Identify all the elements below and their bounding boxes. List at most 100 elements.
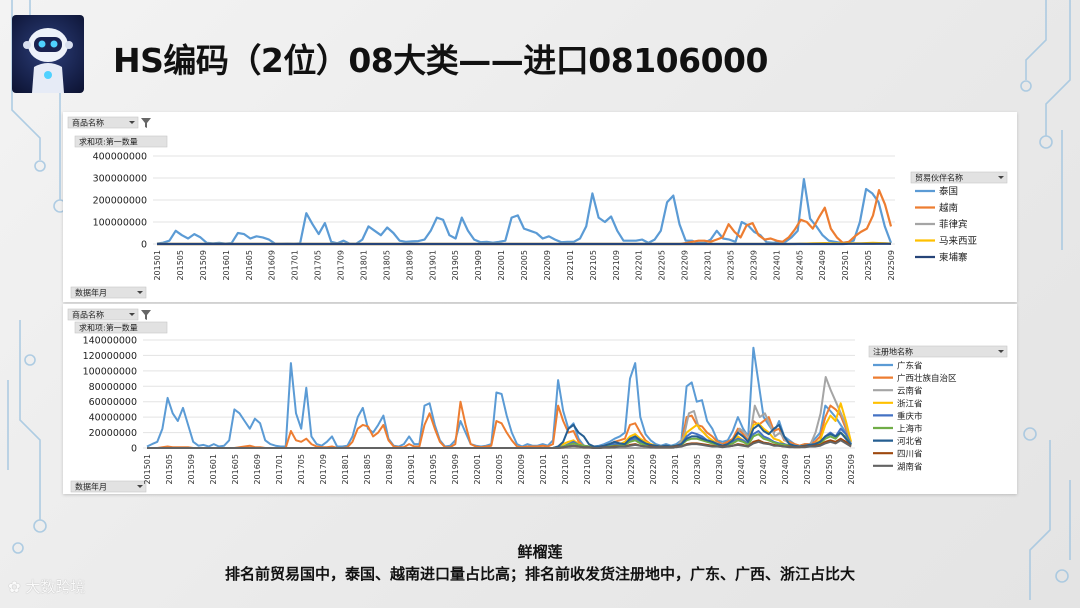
x-tick-label: 202409 <box>781 454 790 485</box>
y-tick-label: 100000000 <box>93 218 147 229</box>
axis-field-chip-label: 数据年月 <box>75 288 107 298</box>
legend-title: 注册地名称 <box>873 347 913 357</box>
x-tick-label: 201805 <box>382 250 391 281</box>
x-tick-label: 201605 <box>231 454 240 485</box>
x-tick-label: 201601 <box>222 250 231 281</box>
x-tick-label: 202505 <box>864 250 873 281</box>
legend-item: 广西壮族自治区 <box>897 373 957 384</box>
filter-field-chip[interactable]: 商品名称 <box>67 308 151 321</box>
legend-item: 上海市 <box>897 424 923 435</box>
x-tick-label: 202401 <box>737 454 746 485</box>
y-tick-label: 20000000 <box>89 428 137 439</box>
chevron-down-icon <box>998 350 1004 353</box>
filter-field-chip-label: 商品名称 <box>72 118 104 128</box>
legend-item: 湖南省 <box>897 461 923 472</box>
chevron-down-icon <box>137 291 143 294</box>
chevron-down-icon <box>129 313 135 316</box>
filter-icon <box>141 310 151 320</box>
axis-field-chip[interactable]: 数据年月 <box>70 286 147 299</box>
x-tick-label: 201505 <box>165 454 174 485</box>
x-tick-label: 201501 <box>153 250 162 281</box>
x-tick-label: 202509 <box>847 454 856 485</box>
legend-item: 四川省 <box>897 449 923 460</box>
x-tick-label: 202101 <box>566 250 575 281</box>
x-tick-label: 201905 <box>451 250 460 281</box>
y-tick-label: 140000000 <box>83 336 137 347</box>
legend-item: 河北省 <box>897 436 923 447</box>
chart-panel-partners: 商品名称 求和项:第一数量 数据年月 400000000 300000000 200000… <box>63 112 1017 302</box>
filter-field-chip[interactable]: 商品名称 <box>67 116 151 129</box>
x-tick-label: 202409 <box>818 250 827 281</box>
x-tick-label: 201809 <box>385 454 394 485</box>
legend-item: 浙江省 <box>897 398 923 409</box>
x-tick-label: 202105 <box>561 454 570 485</box>
x-tick-label: 202505 <box>825 454 834 485</box>
x-tick-label: 202001 <box>497 250 506 281</box>
x-tick-label: 202405 <box>759 454 768 485</box>
x-tick-label: 202301 <box>671 454 680 485</box>
x-tick-label: 201609 <box>268 250 277 281</box>
x-tick-label: 201805 <box>363 454 372 485</box>
caption-product: 鲜榴莲 <box>517 543 563 561</box>
x-tick-label: 201605 <box>245 250 254 281</box>
filter-icon <box>141 118 151 128</box>
x-tick-label: 202309 <box>749 250 758 281</box>
x-tick-label: 201909 <box>451 454 460 485</box>
series-line-9 <box>147 439 852 449</box>
x-tick-label: 202101 <box>539 454 548 485</box>
chevron-down-icon <box>129 121 135 124</box>
x-tick-label: 202209 <box>649 454 658 485</box>
y-tick-label: 400000000 <box>93 152 147 163</box>
x-tick-label: 201801 <box>359 250 368 281</box>
x-tick-label: 202009 <box>543 250 552 281</box>
legend-item: 广东省 <box>897 361 923 372</box>
chevron-down-icon <box>998 176 1004 179</box>
x-tick-label: 201509 <box>187 454 196 485</box>
x-tick-label: 201709 <box>319 454 328 485</box>
x-tick-label: 201609 <box>253 454 262 485</box>
value-field-chip-label: 求和项:第一数量 <box>79 323 138 333</box>
x-tick-label: 202009 <box>517 454 526 485</box>
x-tick-label: 202309 <box>715 454 724 485</box>
y-tick-label: 80000000 <box>89 382 137 393</box>
x-tick-label: 202401 <box>772 250 781 281</box>
robot-logo <box>12 15 84 93</box>
x-tick-label: 201909 <box>474 250 483 281</box>
x-tick-label: 202501 <box>841 250 850 281</box>
x-tick-label: 201801 <box>341 454 350 485</box>
value-field-chip[interactable]: 求和项:第一数量 <box>74 321 168 334</box>
x-tick-label: 202201 <box>605 454 614 485</box>
caption-summary: 排名前贸易国中，泰国、越南进口量占比高；排名前收发货注册地中，广东、广西、浙江占… <box>224 565 855 583</box>
legend-item: 越南 <box>939 202 958 214</box>
x-tick-label: 201505 <box>176 250 185 281</box>
legend-item: 泰国 <box>939 186 958 198</box>
x-tick-label: 201701 <box>275 454 284 485</box>
x-tick-label: 201509 <box>199 250 208 281</box>
x-tick-label: 202501 <box>803 454 812 485</box>
legend-item: 云南省 <box>897 386 923 397</box>
x-tick-label: 202305 <box>693 454 702 485</box>
legend-title-chip[interactable] <box>868 345 1008 358</box>
x-tick-label: 201809 <box>405 250 414 281</box>
x-tick-label: 202301 <box>704 250 713 281</box>
legend-item: 重庆市 <box>897 411 923 422</box>
axis-field-chip-label: 数据年月 <box>75 482 107 492</box>
watermark-text: 大数跨境 <box>25 578 86 596</box>
legend-item: 柬埔寨 <box>939 252 968 264</box>
series-line-1 <box>156 177 893 245</box>
x-tick-label: 202109 <box>583 454 592 485</box>
y-tick-label: 0 <box>141 240 147 251</box>
legend-title-chip[interactable] <box>910 171 1008 184</box>
filter-field-chip-label: 商品名称 <box>72 310 104 320</box>
value-field-chip[interactable]: 求和项:第一数量 <box>74 135 168 148</box>
axis-field-chip[interactable]: 数据年月 <box>70 480 147 493</box>
x-tick-label: 202209 <box>681 250 690 281</box>
watermark-icon: ✿ <box>8 578 21 596</box>
value-field-chip-label: 求和项:第一数量 <box>79 137 138 147</box>
x-tick-label: 201709 <box>337 250 346 281</box>
y-tick-label: 120000000 <box>83 351 137 362</box>
